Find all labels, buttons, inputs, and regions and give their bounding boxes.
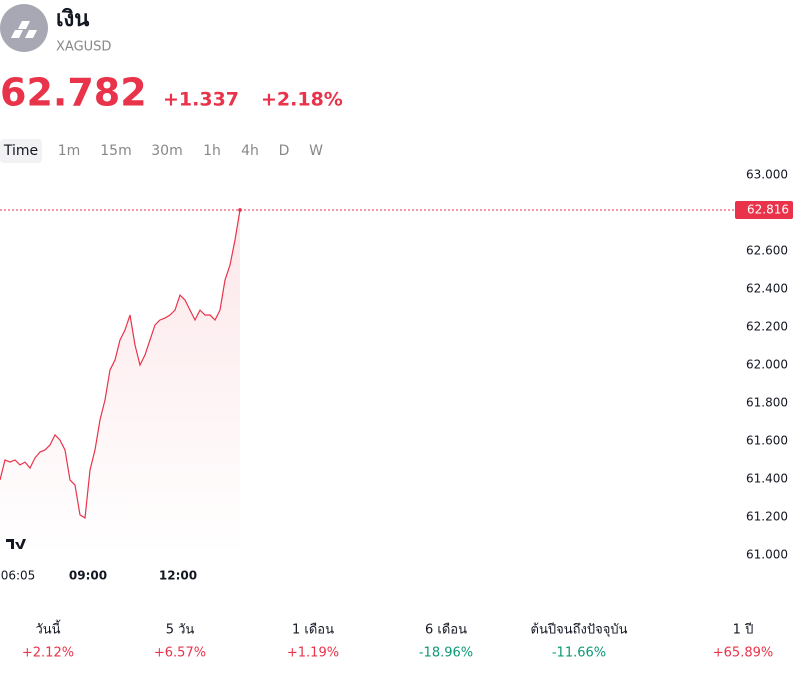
period-label[interactable]: 5 วัน [166,623,195,638]
timeframe-tab[interactable]: Time [3,143,38,159]
period-change: +6.57% [154,646,206,661]
x-tick-label: 09:00 [69,569,107,583]
price-change: +1.337 [163,89,239,111]
y-tick-label: 61.200 [746,510,788,524]
period-change: +2.12% [22,646,74,661]
period-label[interactable]: ต้นปีจนถึงปัจจุบัน [531,622,628,638]
y-tick-label: 61.600 [746,434,788,448]
tab-active-bg[interactable] [0,139,42,163]
last-price-label: 62.816 [747,202,789,216]
y-tick-label: 62.000 [746,358,788,372]
timeframe-tab[interactable]: 4h [241,143,259,159]
price-line [0,209,241,519]
last-point [238,208,242,212]
x-tick-label: 06:05 [1,569,36,583]
period-label[interactable]: 1 เดือน [292,622,334,638]
price: 62.782 [0,71,147,115]
period-label[interactable]: 1 ปี [733,622,754,638]
last-price-tag [735,200,793,219]
y-tick-label: 63.000 [746,168,788,182]
timeframe-tab[interactable]: 15m [100,143,131,159]
y-tick-label: 61.400 [746,472,788,486]
timeframe-tab[interactable]: W [309,143,323,159]
y-tick-label: 62.600 [746,244,788,258]
period-change: -11.66% [552,646,606,661]
x-tick-label: 12:00 [159,569,197,583]
period-change: +1.19% [287,646,339,661]
symbol: XAGUSD [56,40,111,55]
asset-title: เงิน [56,7,89,32]
y-tick-label: 62.200 [746,320,788,334]
timeframe-tab[interactable]: 1m [58,143,81,159]
y-tick-label: 61.000 [746,548,788,562]
price-change-percent: +2.18% [261,89,343,111]
timeframe-tab[interactable]: D [279,143,290,159]
period-label[interactable]: 6 เดือน [425,622,467,638]
y-tick-label: 62.400 [746,282,788,296]
period-change: -18.96% [419,646,473,661]
timeframe-tab[interactable]: 30m [151,143,182,159]
timeframe-tab[interactable]: 1h [203,143,221,159]
period-label[interactable]: วันนี้ [35,620,61,638]
silver-icon [0,4,48,52]
area-fill [0,209,240,555]
period-change: +65.89% [713,646,773,661]
y-tick-label: 61.800 [746,396,788,410]
